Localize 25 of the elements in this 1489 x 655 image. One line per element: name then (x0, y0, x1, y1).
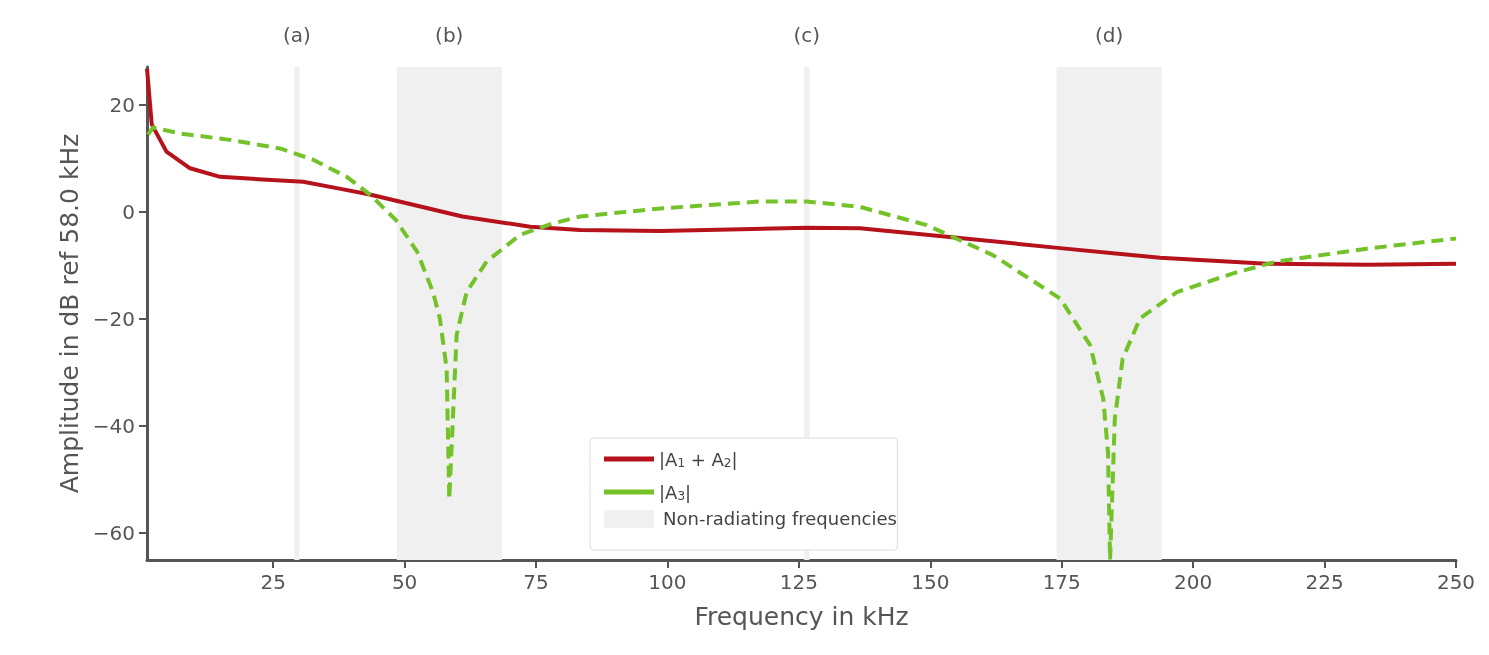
y-axis-title: Amplitude in dB ref 58.0 kHz (54, 133, 84, 494)
x-tick-label: 75 (523, 570, 549, 594)
band-label: (b) (435, 23, 464, 47)
x-tick-label: 125 (779, 570, 818, 594)
y-tick-label: 0 (122, 199, 135, 224)
x-axis-title: Frequency in kHz (694, 602, 909, 631)
x-tick-label: 150 (911, 570, 950, 594)
x-tick-label: 225 (1305, 570, 1344, 594)
legend-label: |A1 + A2| (659, 448, 738, 470)
x-tick-label: 200 (1174, 570, 1213, 594)
x-tick-label: 25 (260, 570, 286, 594)
y-tick-label: −60 (92, 521, 135, 546)
x-tick-label: 50 (391, 570, 418, 594)
band-label: (d) (1094, 23, 1124, 47)
band-label: (a) (282, 23, 311, 47)
y-tick-label: −20 (92, 306, 135, 331)
line-series (145, 66, 1458, 267)
annotation: Non-radiating frequencies (663, 508, 897, 530)
x-tick-label: 175 (1042, 570, 1081, 594)
x-tick-label: 250 (1436, 570, 1476, 594)
y-tick-label: −40 (92, 414, 135, 439)
band-label: (c) (793, 23, 821, 47)
legend-label: |A3| (659, 481, 692, 503)
x-tick-label: 100 (648, 570, 687, 594)
y-tick-label: 20 (109, 92, 135, 117)
